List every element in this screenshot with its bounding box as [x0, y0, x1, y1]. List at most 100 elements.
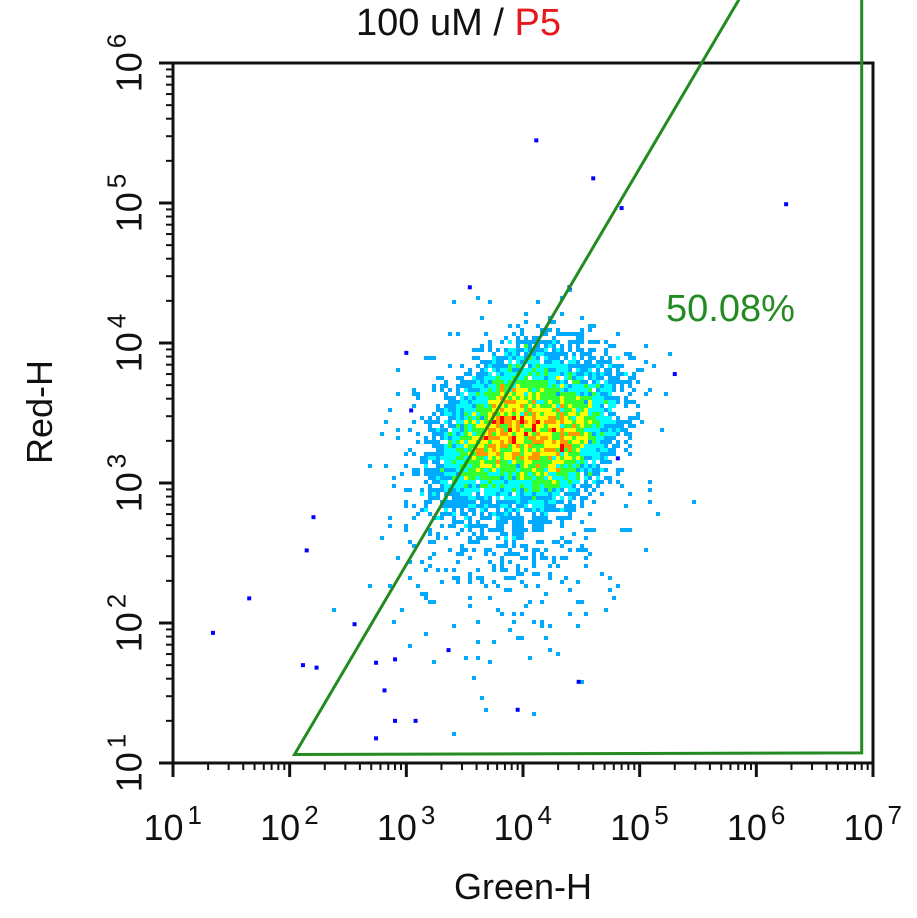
density-cell — [424, 596, 428, 600]
density-cell — [508, 396, 512, 400]
density-cell — [424, 472, 428, 476]
density-cell — [532, 364, 536, 368]
density-cell — [504, 540, 508, 544]
density-cell — [508, 476, 512, 480]
density-cell — [492, 460, 496, 464]
density-cell — [584, 352, 588, 356]
density-cell — [536, 428, 540, 432]
density-cell — [508, 468, 512, 472]
density-cell — [604, 452, 608, 456]
density-cell — [568, 384, 572, 388]
density-cell — [532, 360, 536, 364]
density-cell — [580, 332, 584, 336]
density-cell — [448, 468, 452, 472]
density-cell — [568, 396, 572, 400]
density-cell — [584, 420, 588, 424]
density-cell — [452, 416, 456, 420]
density-cell — [536, 524, 540, 528]
density-cell — [484, 488, 488, 492]
density-cell — [488, 416, 492, 420]
density-cell — [416, 392, 420, 396]
density-cell — [452, 440, 456, 444]
density-cell — [484, 484, 488, 488]
density-cell — [572, 476, 576, 480]
density-cell — [532, 556, 536, 560]
density-cell — [476, 460, 480, 464]
density-cell — [552, 428, 556, 432]
density-cell — [596, 404, 600, 408]
density-cell — [460, 480, 464, 484]
density-cell — [564, 420, 568, 424]
density-cell — [484, 376, 488, 380]
density-cell — [516, 488, 520, 492]
density-cell — [536, 460, 540, 464]
density-cell — [476, 620, 480, 624]
density-cell — [512, 508, 516, 512]
density-cell — [572, 452, 576, 456]
density-cell — [524, 420, 528, 424]
density-cell — [500, 384, 504, 388]
density-cell — [496, 520, 500, 524]
density-cell — [468, 480, 472, 484]
density-cell — [528, 388, 532, 392]
density-cell — [536, 392, 540, 396]
density-cell — [548, 380, 552, 384]
density-cell — [472, 452, 476, 456]
density-cell — [544, 396, 548, 400]
density-cell — [544, 420, 548, 424]
density-cell — [544, 452, 548, 456]
density-cell — [476, 428, 480, 432]
density-cell — [568, 496, 572, 500]
density-cell — [532, 712, 536, 716]
density-cell — [492, 468, 496, 472]
density-cell — [608, 372, 612, 376]
density-cell — [556, 488, 560, 492]
density-cell — [552, 440, 556, 444]
data-point — [393, 718, 398, 723]
density-cell — [524, 428, 528, 432]
density-cell — [568, 424, 572, 428]
density-cell — [548, 364, 552, 368]
density-cell — [596, 340, 600, 344]
density-cell — [468, 488, 472, 492]
density-cell — [592, 468, 596, 472]
density-cell — [472, 396, 476, 400]
density-cell — [600, 440, 604, 444]
density-cell — [412, 388, 416, 392]
density-cell — [544, 408, 548, 412]
density-cell — [452, 456, 456, 460]
density-cell — [548, 340, 552, 344]
density-cell — [552, 320, 556, 324]
density-cell — [476, 504, 480, 508]
density-cell — [524, 456, 528, 460]
density-cell — [532, 484, 536, 488]
density-cell — [648, 500, 652, 504]
density-cell — [588, 412, 592, 416]
density-cell — [488, 388, 492, 392]
density-cell — [556, 476, 560, 480]
density-cell — [520, 424, 524, 428]
density-cell — [540, 380, 544, 384]
density-cell — [412, 452, 416, 456]
density-cell — [552, 384, 556, 388]
density-cell — [512, 480, 516, 484]
density-cell — [576, 364, 580, 368]
density-cell — [516, 420, 520, 424]
density-cell — [508, 512, 512, 516]
density-cell — [464, 548, 468, 552]
density-cell — [524, 448, 528, 452]
density-cell — [540, 492, 544, 496]
density-cell — [552, 340, 556, 344]
density-cell — [504, 468, 508, 472]
density-cell — [408, 540, 412, 544]
density-cell — [532, 428, 536, 432]
y-tick-label: 101 — [101, 733, 150, 793]
density-cell — [508, 464, 512, 468]
density-cell — [528, 520, 532, 524]
density-cell — [544, 592, 548, 596]
density-cell — [580, 424, 584, 428]
density-cell — [524, 584, 528, 588]
density-cell — [464, 444, 468, 448]
density-cell — [512, 356, 516, 360]
density-cell — [600, 404, 604, 408]
